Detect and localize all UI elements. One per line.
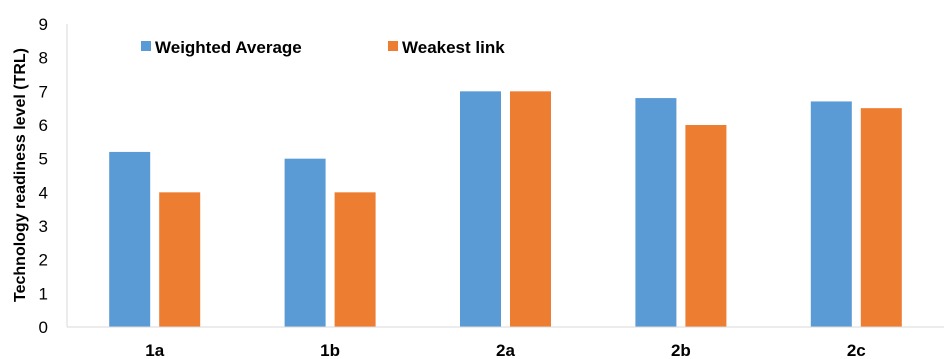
y-tick-label: 0 [39, 318, 48, 337]
bar-2a-weighted-average [460, 91, 501, 327]
bars [109, 91, 902, 328]
bar-2b-weighted-average [635, 98, 677, 327]
bar-2b-weakest-link [685, 125, 727, 327]
legend-label: Weakest link [402, 38, 505, 57]
legend: Weighted Average Weakest link [141, 38, 505, 57]
x-tick-label: 1a [145, 341, 164, 359]
x-tick-label: 2b [671, 341, 691, 359]
legend-swatch-weakest-link [388, 41, 398, 51]
y-axis-ticks: 0 1 2 3 4 5 6 7 8 9 [39, 15, 48, 337]
bar-1a-weighted-average [109, 151, 151, 327]
bar-2c-weakest-link [860, 108, 902, 328]
y-tick-label: 2 [39, 251, 48, 270]
y-tick-label: 6 [39, 116, 48, 135]
y-tick-label: 8 [39, 49, 48, 68]
y-tick-label: 1 [39, 284, 48, 303]
x-axis-labels: 1a 1b 2a 2b 2c [145, 341, 866, 359]
y-tick-label: 9 [39, 15, 48, 34]
bar-2c-weighted-average [810, 101, 852, 327]
y-tick-label: 3 [39, 217, 48, 236]
x-tick-label: 1b [320, 341, 340, 359]
bar-2a-weakest-link [510, 91, 551, 327]
bar-1b-weakest-link [334, 192, 376, 327]
y-tick-label: 7 [39, 82, 48, 101]
y-axis-label: Technology readiness level (TRL) [12, 48, 29, 302]
legend-swatch-weighted-average [141, 41, 151, 51]
y-tick-label: 4 [39, 183, 48, 202]
bar-1a-weakest-link [159, 192, 201, 327]
legend-label: Weighted Average [155, 38, 302, 57]
x-tick-label: 2c [847, 341, 866, 359]
x-tick-label: 2a [496, 341, 515, 359]
bar-1b-weighted-average [284, 158, 326, 327]
y-tick-label: 5 [39, 150, 48, 169]
